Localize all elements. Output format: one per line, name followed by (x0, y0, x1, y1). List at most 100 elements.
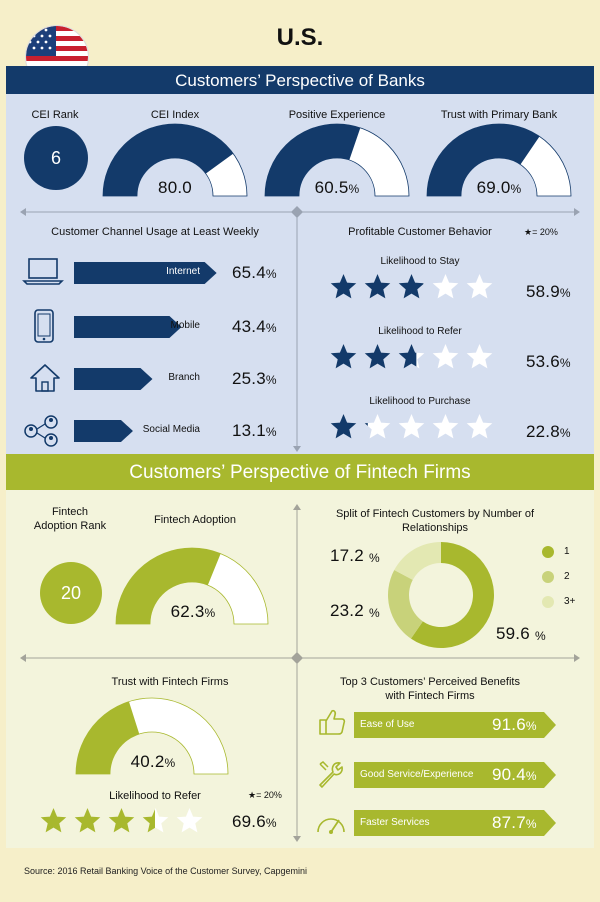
star-empty-icon (398, 414, 425, 439)
fintech-refer-stars (40, 808, 203, 833)
benefits-title: Top 3 Customers’ Perceived Benefits with… (340, 676, 520, 702)
fintech-refer-value: 69.6% (232, 812, 277, 831)
benefit-label: Good Service/Experience (360, 769, 474, 780)
fintech-dividers (20, 504, 580, 842)
star-empty-icon (432, 414, 459, 439)
fintech-refer-label: Likelihood to Refer (109, 790, 201, 802)
split-unit-3plus: % (369, 551, 380, 565)
channel-label: Mobile (170, 320, 200, 331)
speedometer-icon (317, 818, 345, 834)
split-donut-chart (388, 542, 494, 648)
donut-slice (388, 570, 423, 639)
star-empty-icon (466, 414, 493, 439)
split-unit-1: % (535, 629, 546, 643)
channel-bar (74, 316, 182, 338)
star-filled-icon (330, 274, 357, 299)
star-filled-icon (398, 274, 424, 299)
donut-legend-label: 3+ (564, 596, 576, 607)
behavior-item-value: 58.9% (526, 282, 571, 301)
star-filled-icon (40, 808, 67, 833)
benefit-value: 91.6% (492, 715, 537, 734)
fintech-adoption-gauge (115, 547, 269, 625)
trust-primary-bank-value: 69.0% (476, 178, 522, 197)
channel-label: Internet (166, 266, 200, 277)
star-filled-icon (108, 808, 135, 833)
benefit-label: Ease of Use (360, 719, 415, 730)
cei-index-label: CEI Index (150, 109, 200, 121)
fintech-adoption-rank-badge (40, 562, 102, 624)
behavior-stars (330, 344, 493, 369)
donut-legend-swatch (542, 596, 554, 608)
star-empty-icon (466, 274, 493, 299)
donut-legend-swatch (542, 546, 554, 558)
gauge-fill (103, 124, 234, 196)
donut-legend-swatch (542, 571, 554, 583)
behavior-item-label: Likelihood to Refer (378, 326, 462, 337)
gauge-fill (427, 124, 540, 196)
star-legend-icon: ★ (248, 790, 257, 800)
gauge-fill (116, 548, 221, 624)
benefit-value: 90.4% (492, 765, 537, 784)
behavior-legend: ★= 20% (524, 227, 558, 237)
laptop-icon (22, 258, 64, 285)
fintech-trust-label: Trust with Fintech Firms (111, 676, 229, 688)
channel-bar (74, 262, 217, 284)
split-value-3plus: 17.2 (330, 546, 364, 565)
banks-dividers (20, 206, 580, 452)
positive-experience-label: Positive Experience (288, 109, 386, 121)
behavior-title: Profitable Customer Behavior (348, 226, 492, 238)
country-title: U.S. (276, 24, 324, 51)
house-icon (30, 364, 60, 392)
channel-value: 13.1% (232, 421, 277, 440)
split-unit-2: % (369, 606, 380, 620)
fintech-adoption-rank-value: 20 (60, 583, 82, 603)
star-filled-icon (364, 344, 391, 369)
star-empty-icon (466, 344, 493, 369)
cei-rank-badge (24, 126, 88, 190)
star-empty-icon (176, 808, 203, 833)
fintech-trust-gauge (75, 697, 229, 775)
benefit-bar (354, 762, 556, 788)
benefit-label: Faster Services (360, 817, 430, 828)
donut-legend-label: 1 (564, 546, 570, 557)
trust-primary-bank-label: Trust with Primary Bank (440, 109, 558, 121)
behavior-item-value: 22.8% (526, 422, 571, 441)
thumbs-up-icon (319, 709, 346, 735)
star-filled-icon (364, 274, 391, 299)
gauge-fill (76, 701, 140, 774)
banks-section-header (6, 66, 594, 94)
channel-label: Branch (168, 372, 200, 383)
channel-bar (74, 368, 153, 390)
donut-slice (410, 542, 494, 648)
channels-title: Customer Channel Usage at Least Weekly (51, 226, 259, 238)
cei-rank-label: CEI Rank (31, 109, 79, 121)
star-filled-icon (142, 809, 155, 833)
fintech-refer-legend: ★= 20% (248, 790, 282, 800)
fintech-adoption-rank-label: Fintech Adoption Rank (33, 506, 107, 532)
benefit-bar (354, 712, 556, 738)
wrench-icon (319, 761, 343, 788)
star-filled-icon (74, 808, 101, 833)
star-filled-icon (330, 414, 357, 439)
behavior-stars (330, 414, 493, 439)
social-network-icon (24, 415, 58, 447)
star-filled-icon (364, 423, 368, 426)
channel-bar (74, 420, 133, 442)
fintech-trust-value: 40.2% (130, 752, 176, 771)
split-title: Split of Fintech Customers by Number of … (335, 508, 535, 534)
banks-section-title: Customers’ Perspective of Banks (175, 71, 425, 90)
cei-index-value: 80.0 (158, 178, 192, 197)
cei-index-gauge (102, 123, 248, 197)
source-footer: Source: 2016 Retail Banking Voice of the… (24, 866, 307, 876)
positive-experience-value: 60.5% (314, 178, 360, 197)
behavior-item-label: Likelihood to Stay (380, 256, 460, 267)
channel-value: 43.4% (232, 317, 277, 336)
star-filled-icon (398, 344, 417, 369)
positive-experience-gauge (264, 123, 410, 197)
behavior-item-value: 53.6% (526, 352, 571, 371)
donut-legend-label: 2 (564, 571, 570, 582)
star-empty-icon (432, 274, 459, 299)
channel-label: Social Media (142, 424, 200, 435)
star-empty-icon (364, 414, 391, 439)
donut-slice (394, 542, 441, 580)
